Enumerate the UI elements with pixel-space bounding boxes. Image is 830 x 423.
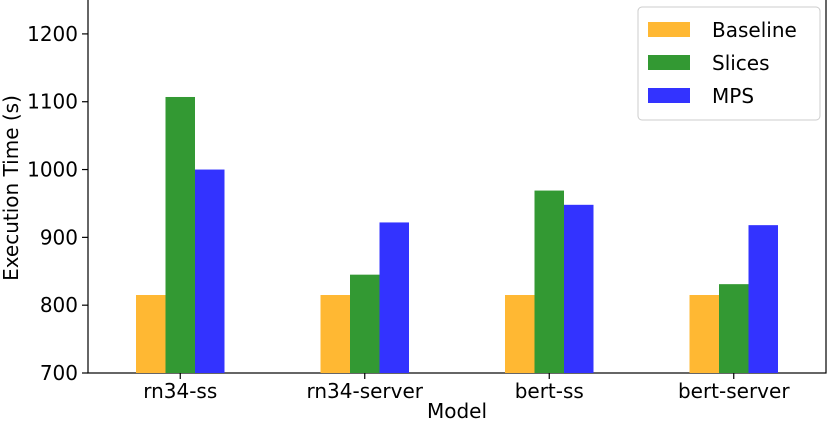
bar-mps-rn34-server xyxy=(379,222,409,373)
bar-baseline-bert-ss xyxy=(505,295,535,373)
bar-slices-bert-ss xyxy=(534,190,564,373)
y-tick-label: 1000 xyxy=(27,158,78,182)
bar-mps-bert-server xyxy=(748,225,778,373)
y-tick-label: 900 xyxy=(40,225,78,249)
bar-baseline-bert-server xyxy=(689,295,719,373)
legend-label-baseline: Baseline xyxy=(712,18,797,42)
bar-baseline-rn34-server xyxy=(320,295,350,373)
x-tick-label: rn34-server xyxy=(306,379,423,403)
legend-swatch-mps xyxy=(648,88,690,103)
legend-label-mps: MPS xyxy=(712,84,754,108)
bar-slices-bert-server xyxy=(719,284,749,373)
bar-mps-bert-ss xyxy=(564,204,594,373)
bar-slices-rn34-ss xyxy=(165,96,195,373)
plot-frame xyxy=(87,0,827,374)
y-tick-label: 800 xyxy=(40,293,78,317)
x-axis-title: Model xyxy=(427,399,487,423)
legend-swatch-slices xyxy=(648,55,690,70)
x-tick-label: bert-ss xyxy=(515,379,584,403)
plot-area xyxy=(87,0,827,374)
bar-mps-rn34-ss xyxy=(195,169,225,373)
x-axis: rn34-ss rn34-server bert-ss bert-server xyxy=(143,373,790,403)
legend: Baseline Slices MPS xyxy=(637,6,821,121)
x-tick-label: bert-server xyxy=(678,379,790,403)
y-tick-label: 1200 xyxy=(27,22,78,46)
y-tick-label: 1100 xyxy=(27,90,78,114)
x-tick-label: rn34-ss xyxy=(143,379,217,403)
bar-baseline-rn34-ss xyxy=(136,295,166,373)
y-tick-label: 700 xyxy=(40,361,78,385)
legend-label-slices: Slices xyxy=(712,51,770,75)
y-axis-title: Execution Time (s) xyxy=(0,95,23,281)
y-axis: 700 800 900 1000 1100 1200 xyxy=(27,22,88,385)
legend-swatch-baseline xyxy=(648,22,690,37)
bar-slices-rn34-server xyxy=(350,274,380,373)
bars-group xyxy=(136,96,778,373)
